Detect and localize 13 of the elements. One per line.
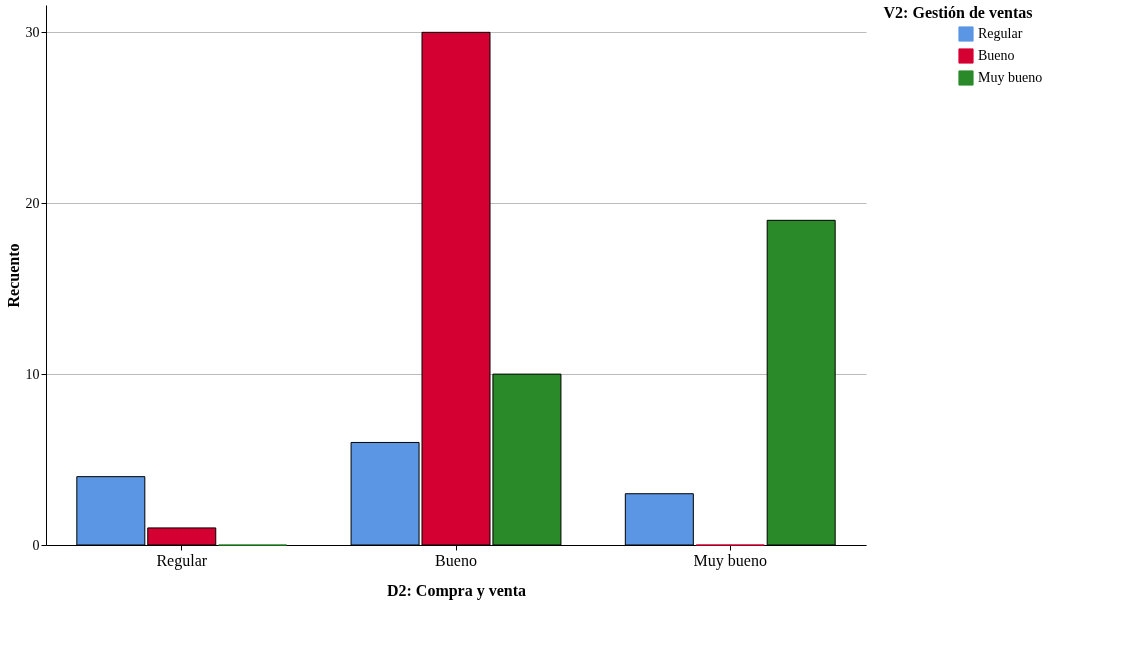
legend-label: Muy bueno <box>978 70 1043 85</box>
y-axis-title: Recuento <box>4 243 22 308</box>
legend-label: Bueno <box>978 48 1015 63</box>
x-tick-label: Regular <box>156 551 208 570</box>
y-tick-label: 10 <box>25 366 40 382</box>
y-tick-label: 20 <box>25 195 40 211</box>
y-tick-label: 30 <box>25 24 40 40</box>
legend-title: V2: Gestión de ventas <box>883 4 1033 21</box>
x-tick-label: Bueno <box>435 551 477 569</box>
y-tick-label: 0 <box>32 537 40 553</box>
x-tick-label: Muy bueno <box>693 551 767 570</box>
legend-label: Regular <box>978 26 1023 41</box>
x-axis-title: D2: Compra y venta <box>386 581 527 600</box>
